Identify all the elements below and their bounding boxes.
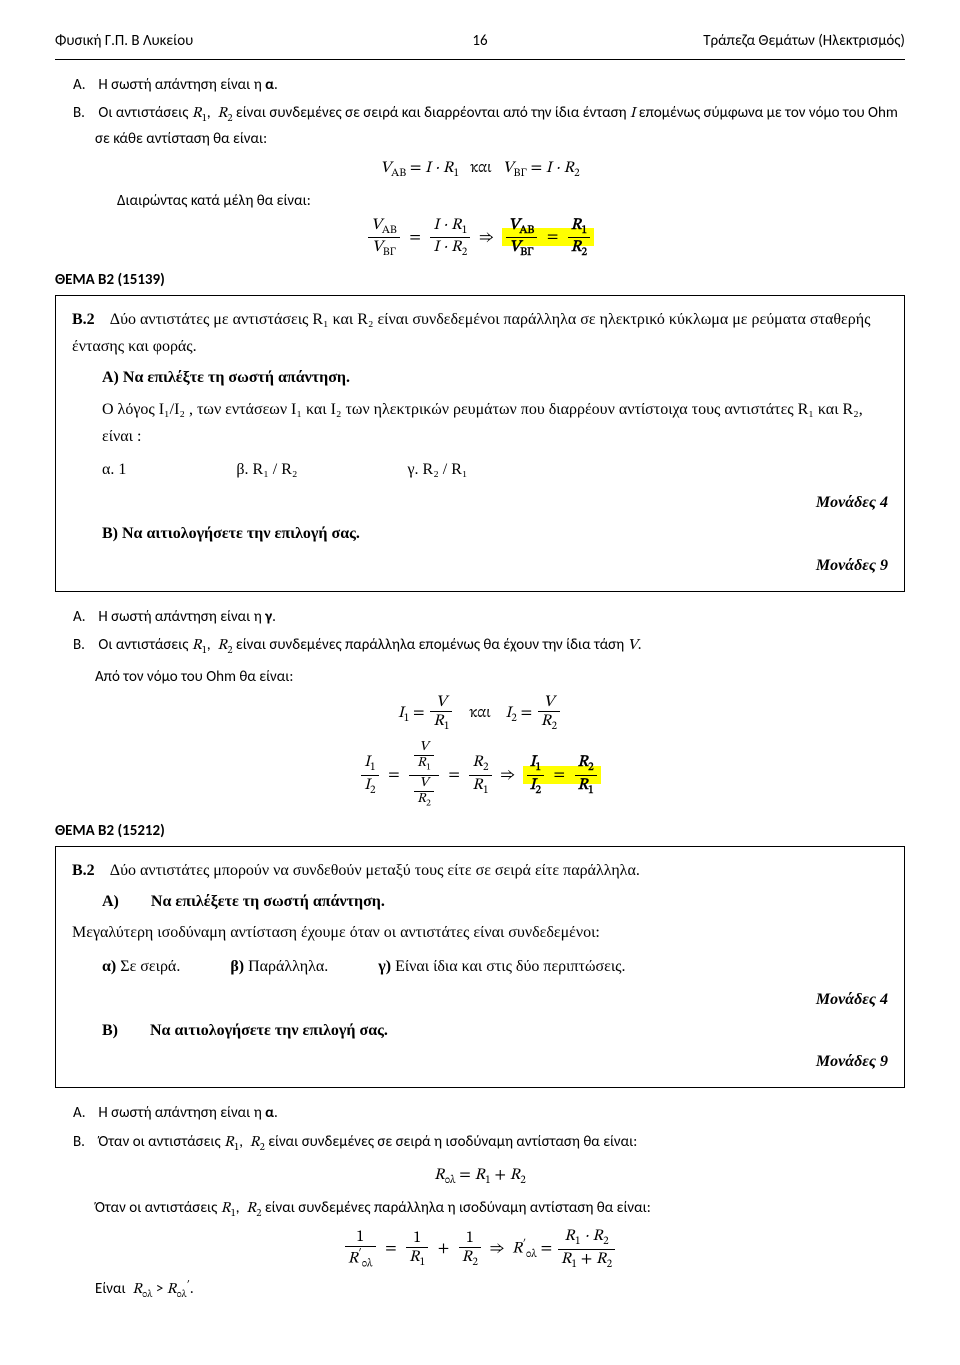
eq-parallel-currents: I1 = VR1 και I2 = VR2 xyxy=(55,694,905,732)
q2-marks9: Μονάδες 9 xyxy=(72,1048,888,1075)
eq-series-ratio: VABVBΓ = I · R1I · R2 ⇒ VABVBΓ = R1R2 xyxy=(55,217,905,259)
q1-tag: Β.2 xyxy=(72,311,95,328)
section-title-1: ΘΕΜΑ B2 (15139) xyxy=(55,269,905,292)
divide-line: Διαιρώντας κατά μέλη θα είναι: xyxy=(55,190,905,213)
answer-a3: A. Η σωστή απάντηση είναι η α. xyxy=(55,1102,905,1125)
answer-b1-lead: B. Οι αντιστάσεις R1, R2 είναι συνδεμένε… xyxy=(55,102,905,150)
final-line: Είναι Rολ > Rολ′. xyxy=(55,1278,905,1304)
q1-marks9: Μονάδες 9 xyxy=(72,552,888,579)
q1-marks4: Μονάδες 4 xyxy=(72,489,888,516)
q2-B: Β) Να αιτιολογήσετε την επιλογή σας. xyxy=(72,1017,888,1044)
question-box-1: Β.2 Δύο αντιστάτες με αντιστάσεις R₁ και… xyxy=(55,295,905,592)
header-rule xyxy=(55,59,905,60)
eq-series-voltages: VAB = I · R1 και VBΓ = I · R2 xyxy=(55,156,905,182)
q2-opt-b: β) Παράλληλα. xyxy=(230,953,328,980)
page-header: Φυσική Γ.Π. Β Λυκείου 16 Τράπεζα Θεμάτων… xyxy=(55,30,905,53)
answer-b2b: Από τον νόμο του Ohm θα είναι: xyxy=(55,666,905,689)
q1-opt-c: γ. R₂ / R₁ xyxy=(407,456,467,483)
q2-options: α) Σε σειρά. β) Παράλληλα. γ) Είναι ίδια… xyxy=(72,953,888,980)
q1-opt-a: α. 1 xyxy=(102,456,126,483)
q1-A: Α) Να επιλέξτε τη σωστή απάντηση. xyxy=(72,364,888,391)
answer-a1: A. Η σωστή απάντηση είναι η α. xyxy=(55,74,905,97)
q2-tag: Β.2 xyxy=(72,862,95,879)
answer-b2a: B. Οι αντιστάσεις R1, R2 είναι συνδεμένε… xyxy=(55,634,905,660)
answer-b3b: Όταν οι αντιστάσεις R1, R2 είναι συνδεμέ… xyxy=(55,1197,905,1223)
q2-line2: Μεγαλύτερη ισοδύναμη αντίσταση έχουμε ότ… xyxy=(72,919,888,946)
q2-body1: Δύο αντιστάτες μπορούν να συνδεθούν μετα… xyxy=(110,862,640,879)
q1-B: Β) Να αιτιολογήσετε την επιλογή σας. xyxy=(72,520,888,547)
eq-series-eq: Rολ = R1 + R2 xyxy=(55,1163,905,1189)
q1-opt-b: β. R₁ / R₂ xyxy=(236,456,297,483)
q2-opt-c: γ) Είναι ίδια και στις δύο περιπτώσεις. xyxy=(378,953,625,980)
question-box-2: Β.2 Δύο αντιστάτες μπορούν να συνδεθούν … xyxy=(55,846,905,1088)
q1-body1: Δύο αντιστάτες με αντιστάσεις R₁ και R₂ … xyxy=(72,311,870,355)
header-left: Φυσική Γ.Π. Β Λυκείου xyxy=(55,30,338,53)
eq-parallel-ratio: I1I2 = VR1 VR2 = R2R1 ⇒ I1I2 = R2R1 xyxy=(55,741,905,810)
answer-b3a: B. Όταν οι αντιστάσεις R1, R2 είναι συνδ… xyxy=(55,1131,905,1157)
q2-opt-a: α) Σε σειρά. xyxy=(102,953,180,980)
answer-a2: A. Η σωστή απάντηση είναι η γ. xyxy=(55,606,905,629)
q2-A: Α) Να επιλέξετε τη σωστή απάντηση. xyxy=(72,888,888,915)
q1-options: α. 1 β. R₁ / R₂ γ. R₂ / R₁ xyxy=(72,456,888,483)
q2-line1: Β.2 Δύο αντιστάτες μπορούν να συνδεθούν … xyxy=(72,857,888,884)
q1-line2: Ο λόγος I₁/I₂ , των εντάσεων I₁ και I₂ τ… xyxy=(72,396,888,450)
section-title-2: ΘΕΜΑ B2 (15212) xyxy=(55,820,905,843)
header-page: 16 xyxy=(338,30,621,53)
q1-line1: Β.2 Δύο αντιστάτες με αντιστάσεις R₁ και… xyxy=(72,306,888,360)
eq-parallel-eq: 1R′ολ = 1R1 + 1R2 ⇒ R′ολ = R1 · R2R1 + R… xyxy=(55,1228,905,1270)
header-right: Τράπεζα Θεμάτων (Ηλεκτρισμός) xyxy=(622,30,905,53)
q2-marks4: Μονάδες 4 xyxy=(72,986,888,1013)
